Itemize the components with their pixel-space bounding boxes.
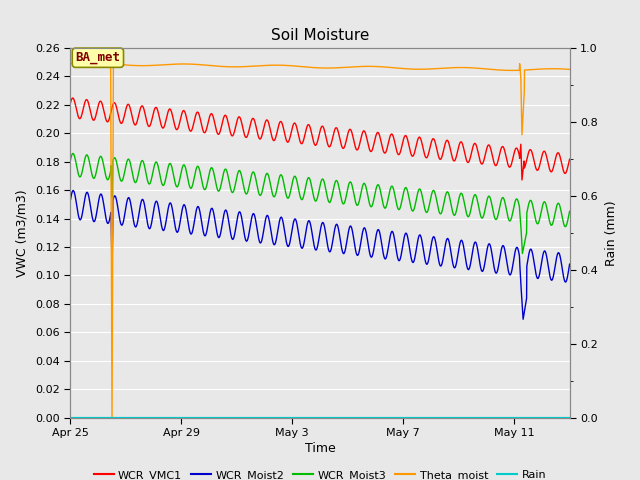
Text: BA_met: BA_met bbox=[76, 51, 120, 64]
Legend: WCR_VMC1, WCR_Moist2, WCR_Moist3, Theta_moist, Rain: WCR_VMC1, WCR_Moist2, WCR_Moist3, Theta_… bbox=[89, 466, 551, 480]
Y-axis label: Rain (mm): Rain (mm) bbox=[605, 200, 618, 265]
Title: Soil Moisture: Soil Moisture bbox=[271, 28, 369, 43]
Y-axis label: VWC (m3/m3): VWC (m3/m3) bbox=[15, 189, 28, 276]
X-axis label: Time: Time bbox=[305, 442, 335, 455]
